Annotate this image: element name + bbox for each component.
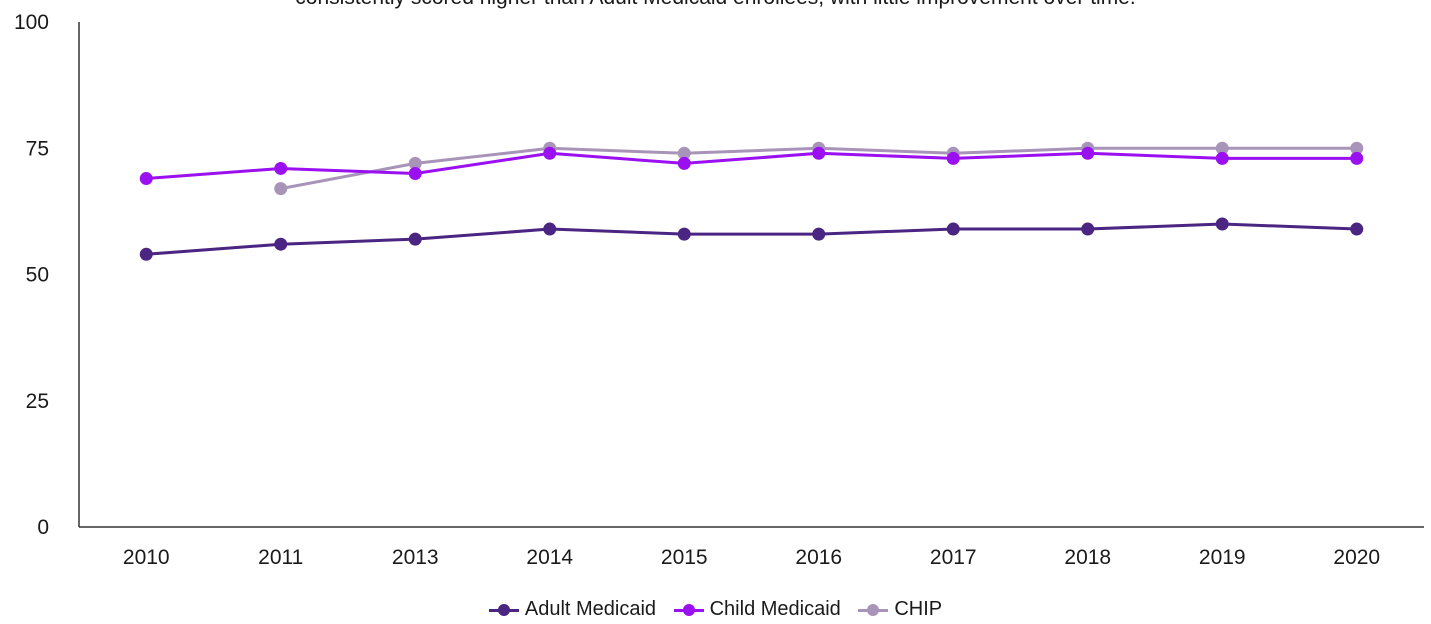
data-point-chip-2013 [408,156,422,170]
x-tick-label-2018: 2018 [1064,546,1111,569]
data-point-child-medicaid-2019 [1215,151,1229,165]
x-tick-label-2015: 2015 [661,546,708,569]
x-tick-label-2011: 2011 [258,546,303,569]
x-tick-label-2016: 2016 [795,546,842,569]
x-tick-label-2020: 2020 [1333,546,1380,569]
legend-marker-chip [867,603,880,616]
data-point-child-medicaid-2016 [812,146,826,160]
data-point-child-medicaid-2017 [946,151,960,165]
y-tick-label-25: 25 [26,390,49,413]
y-tick-label-0: 0 [37,516,49,539]
data-point-child-medicaid-2020 [1350,151,1364,165]
data-point-child-medicaid-2013 [408,167,422,180]
legend-swatch-adult-medicaid [488,603,519,617]
line-chart: 0 25 50 75 100 2010 2011 2013 2014 2015 2016 2017 20… [14,11,1424,569]
legend-item-child-medicaid: Child Medicaid [673,598,841,621]
data-point-chip-2019 [1215,141,1229,155]
data-point-adult-medicaid-2015 [677,227,691,241]
legend-item-chip: CHIP [858,598,942,621]
legend-swatch-chip [858,603,889,617]
data-point-adult-medicaid-2010 [139,247,153,261]
legend-item-adult-medicaid: Adult Medicaid [488,598,657,621]
series-line-adult-medicaid [146,222,1357,256]
x-tick-label-2019: 2019 [1199,546,1246,569]
y-tick-label-100: 100 [14,11,49,34]
legend-label-chip: CHIP [894,598,943,620]
data-point-chip-2015 [677,146,691,160]
legend-marker-adult-medicaid [497,603,510,616]
data-point-adult-medicaid-2017 [946,222,960,236]
data-point-adult-medicaid-2011 [274,237,288,251]
data-point-chip-2011 [274,182,288,196]
x-tick-label-2014: 2014 [526,546,573,569]
data-point-child-medicaid-2014 [543,146,557,160]
data-point-child-medicaid-2010 [139,172,153,186]
y-tick-label-75: 75 [26,137,49,160]
x-tick-label-2017: 2017 [930,546,977,569]
legend: Adult Medicaid Child Medicaid CHIP [0,598,1431,623]
series-line-child-medicaid [146,151,1357,181]
x-tick-label-2013: 2013 [392,546,439,569]
data-point-chip-2020 [1350,141,1364,155]
legend-label-child-medicaid: Child Medicaid [709,598,841,620]
data-point-adult-medicaid-2013 [408,232,422,246]
data-point-child-medicaid-2018 [1081,146,1095,160]
data-point-adult-medicaid-2018 [1081,222,1095,236]
chart-title: consistently scored higher than Adult Me… [0,0,1431,10]
y-tick-label-50: 50 [26,264,49,287]
x-tick-label-2010: 2010 [123,546,170,569]
data-point-child-medicaid-2011 [274,161,288,175]
legend-swatch-child-medicaid [673,603,704,617]
data-point-adult-medicaid-2014 [543,222,557,236]
data-point-adult-medicaid-2016 [812,227,826,241]
legend-marker-child-medicaid [682,603,695,616]
data-point-adult-medicaid-2020 [1350,222,1364,236]
legend-label-adult-medicaid: Adult Medicaid [524,598,657,620]
data-point-child-medicaid-2015 [677,156,691,170]
data-point-adult-medicaid-2019 [1215,217,1229,231]
